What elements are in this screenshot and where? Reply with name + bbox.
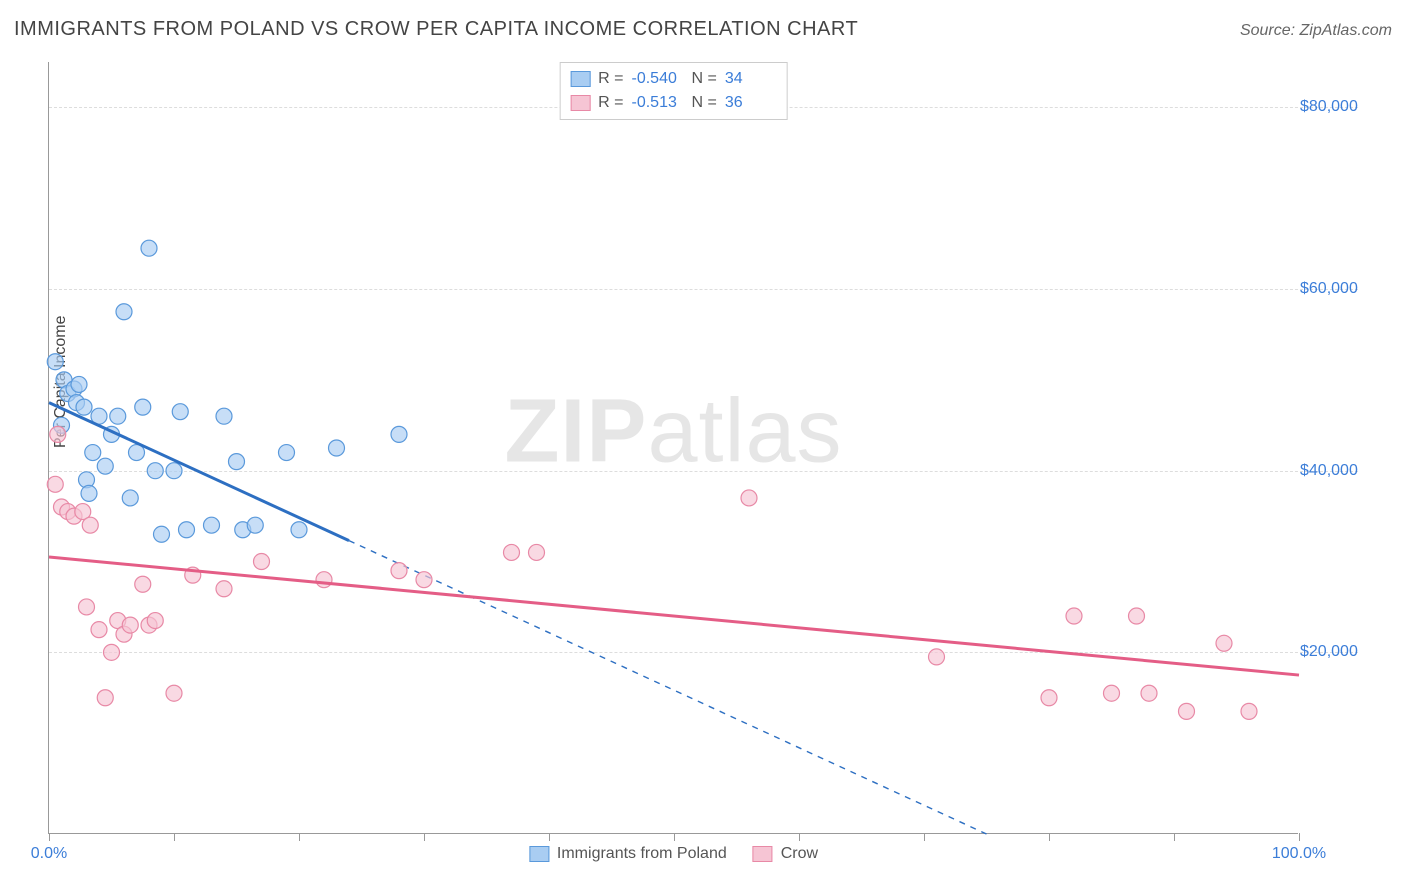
data-point-crow: [254, 554, 270, 570]
xtick: [49, 833, 50, 841]
data-point-crow: [97, 690, 113, 706]
legend-correlation: R = -0.540 N = 34 R = -0.513 N = 36: [559, 62, 788, 120]
data-point-poland: [172, 404, 188, 420]
data-point-crow: [1241, 703, 1257, 719]
data-point-crow: [166, 685, 182, 701]
swatch-poland-icon: [529, 846, 549, 862]
data-point-poland: [141, 240, 157, 256]
data-point-crow: [929, 649, 945, 665]
data-point-crow: [79, 599, 95, 615]
n-label: N =: [692, 91, 717, 115]
xtick: [1174, 833, 1175, 841]
data-point-poland: [135, 399, 151, 415]
xtick: [924, 833, 925, 841]
xtick: [549, 833, 550, 841]
r-value-crow: -0.513: [632, 91, 684, 115]
data-point-crow: [529, 544, 545, 560]
data-point-crow: [1041, 690, 1057, 706]
trendline-crow: [49, 557, 1299, 675]
xtick-label: 0.0%: [31, 845, 67, 863]
data-point-crow: [1104, 685, 1120, 701]
data-point-crow: [504, 544, 520, 560]
data-point-crow: [391, 563, 407, 579]
data-point-poland: [81, 485, 97, 501]
data-point-crow: [216, 581, 232, 597]
data-point-crow: [135, 576, 151, 592]
data-point-crow: [1216, 635, 1232, 651]
r-value-poland: -0.540: [632, 67, 684, 91]
header: IMMIGRANTS FROM POLAND VS CROW PER CAPIT…: [14, 18, 1392, 41]
chart-title: IMMIGRANTS FROM POLAND VS CROW PER CAPIT…: [14, 18, 858, 41]
data-point-crow: [741, 490, 757, 506]
data-point-crow: [316, 572, 332, 588]
n-value-crow: 36: [725, 91, 777, 115]
data-point-poland: [97, 458, 113, 474]
data-point-poland: [216, 408, 232, 424]
xtick: [1299, 833, 1300, 841]
data-point-poland: [291, 522, 307, 538]
data-point-crow: [1141, 685, 1157, 701]
trendline-dashed-poland: [349, 541, 987, 834]
legend-item-crow: Crow: [753, 845, 818, 863]
data-point-poland: [147, 463, 163, 479]
legend-label-poland: Immigrants from Poland: [557, 845, 727, 863]
data-point-crow: [1179, 703, 1195, 719]
xtick-label: 100.0%: [1272, 845, 1326, 863]
chart-svg: [49, 62, 1298, 833]
swatch-poland: [570, 71, 590, 87]
xtick: [1049, 833, 1050, 841]
data-point-poland: [71, 376, 87, 392]
data-point-crow: [104, 644, 120, 660]
ytick-label: $20,000: [1300, 643, 1370, 661]
data-point-poland: [154, 526, 170, 542]
legend-row-poland: R = -0.540 N = 34: [570, 67, 777, 91]
data-point-crow: [1066, 608, 1082, 624]
ytick-label: $80,000: [1300, 98, 1370, 116]
xtick: [424, 833, 425, 841]
data-point-crow: [416, 572, 432, 588]
data-point-poland: [116, 304, 132, 320]
swatch-crow: [570, 95, 590, 111]
data-point-poland: [110, 408, 126, 424]
data-point-crow: [122, 617, 138, 633]
legend-item-poland: Immigrants from Poland: [529, 845, 727, 863]
data-point-poland: [85, 445, 101, 461]
data-point-crow: [91, 622, 107, 638]
n-label: N =: [692, 67, 717, 91]
legend-row-crow: R = -0.513 N = 36: [570, 91, 777, 115]
legend-label-crow: Crow: [781, 845, 818, 863]
data-point-poland: [391, 426, 407, 442]
swatch-crow-icon: [753, 846, 773, 862]
n-value-poland: 34: [725, 67, 777, 91]
data-point-poland: [279, 445, 295, 461]
data-point-poland: [247, 517, 263, 533]
plot-area: Per Capita Income ZIPatlas R = -0.540 N …: [48, 62, 1298, 834]
data-point-poland: [47, 354, 63, 370]
xtick: [799, 833, 800, 841]
r-label: R =: [598, 91, 623, 115]
xtick: [174, 833, 175, 841]
data-point-poland: [76, 399, 92, 415]
data-point-poland: [122, 490, 138, 506]
ytick-label: $60,000: [1300, 280, 1370, 298]
data-point-crow: [147, 613, 163, 629]
data-point-crow: [1129, 608, 1145, 624]
data-point-crow: [47, 476, 63, 492]
ytick-label: $40,000: [1300, 462, 1370, 480]
data-point-poland: [329, 440, 345, 456]
r-label: R =: [598, 67, 623, 91]
data-point-crow: [50, 426, 66, 442]
data-point-crow: [82, 517, 98, 533]
xtick: [299, 833, 300, 841]
data-point-poland: [166, 463, 182, 479]
legend-series: Immigrants from Poland Crow: [529, 845, 818, 863]
source-label: Source: ZipAtlas.com: [1240, 22, 1392, 40]
data-point-poland: [179, 522, 195, 538]
xtick: [674, 833, 675, 841]
data-point-poland: [204, 517, 220, 533]
data-point-poland: [229, 454, 245, 470]
